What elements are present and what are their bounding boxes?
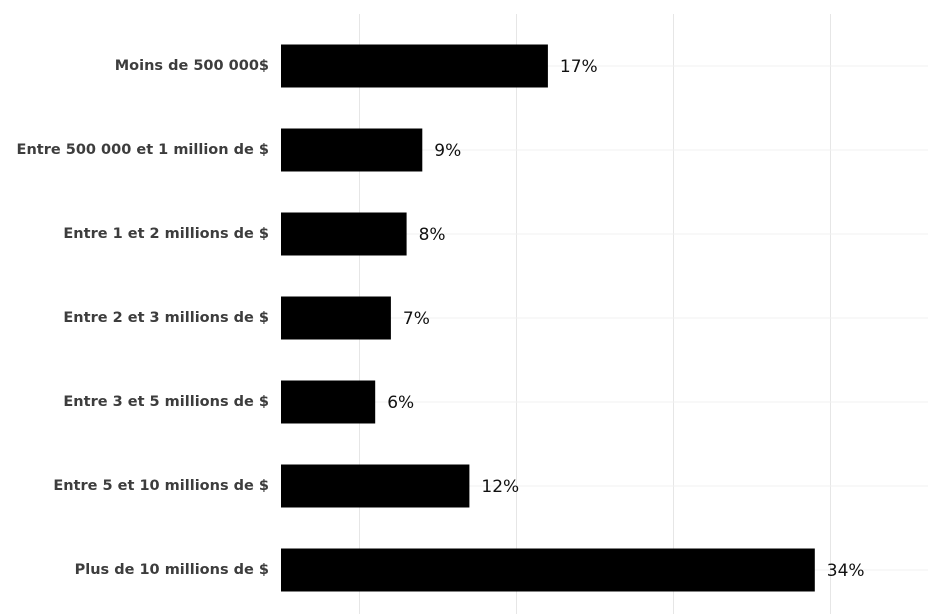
value-label: 7% [403, 309, 430, 329]
value-labels: 17% 9% 8% 7% 6% 12% 34% [387, 57, 864, 581]
bar-1 [281, 44, 548, 88]
bar-3 [281, 212, 407, 256]
bar-7 [281, 548, 815, 592]
value-label: 8% [419, 225, 446, 245]
bar-4 [281, 296, 391, 340]
category-labels: Moins de 500 000$ Entre 500 000 et 1 mill… [17, 58, 269, 578]
bar-5 [281, 380, 376, 424]
value-label: 9% [434, 141, 461, 161]
value-label: 34% [827, 561, 865, 581]
category-label: Entre 1 et 2 millions de $ [63, 226, 269, 242]
value-label: 17% [560, 57, 598, 77]
value-label: 12% [481, 477, 519, 497]
bars [281, 44, 815, 592]
category-label: Moins de 500 000$ [115, 58, 269, 74]
value-label: 6% [387, 393, 414, 413]
category-label: Entre 500 000 et 1 million de $ [17, 142, 269, 158]
bar-6 [281, 464, 470, 508]
category-label: Plus de 10 millions de $ [75, 562, 269, 578]
category-label: Entre 3 et 5 millions de $ [63, 394, 269, 410]
category-label: Entre 5 et 10 millions de $ [53, 478, 269, 494]
bar-2 [281, 128, 423, 172]
category-label: Entre 2 et 3 millions de $ [63, 310, 269, 326]
